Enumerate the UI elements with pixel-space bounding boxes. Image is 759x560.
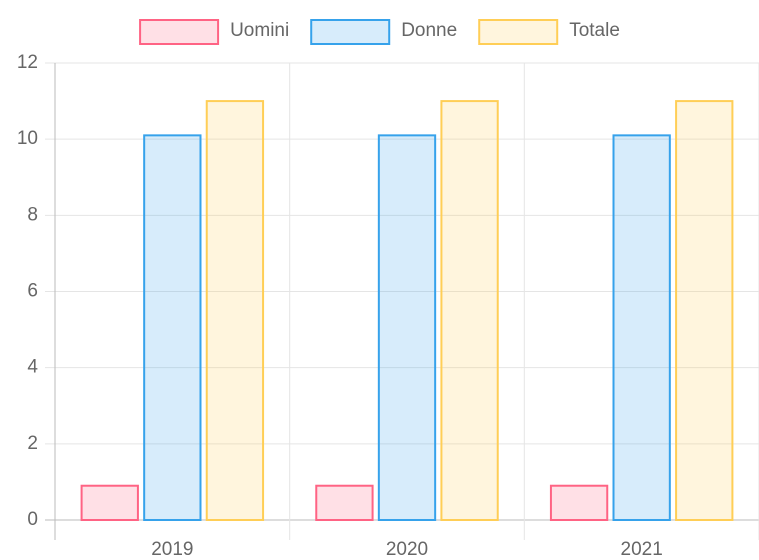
bar <box>612 134 671 521</box>
bar <box>80 484 139 522</box>
legend-label: Donne <box>401 20 457 41</box>
y-tick-label: 8 <box>27 204 38 225</box>
y-tick-label: 10 <box>17 128 38 149</box>
bar <box>549 484 609 522</box>
legend-swatch <box>478 19 559 45</box>
bar <box>315 484 374 522</box>
y-tick-label: 12 <box>17 52 38 73</box>
y-tick-label: 6 <box>27 281 38 302</box>
legend-label: Totale <box>569 20 620 41</box>
bar <box>440 100 499 521</box>
legend-label: Uomini <box>230 20 289 41</box>
bar <box>143 134 202 521</box>
x-tick-label: 2021 <box>621 539 663 560</box>
y-tick-label: 0 <box>27 509 38 530</box>
legend-swatch <box>139 19 220 45</box>
bar <box>377 134 437 521</box>
legend-swatch <box>310 19 391 45</box>
x-tick-label: 2019 <box>151 539 193 560</box>
y-tick-label: 2 <box>27 433 38 454</box>
y-tick-label: 4 <box>27 357 38 378</box>
bar <box>675 100 734 521</box>
x-tick-label: 2020 <box>386 539 428 560</box>
bar <box>205 100 265 521</box>
